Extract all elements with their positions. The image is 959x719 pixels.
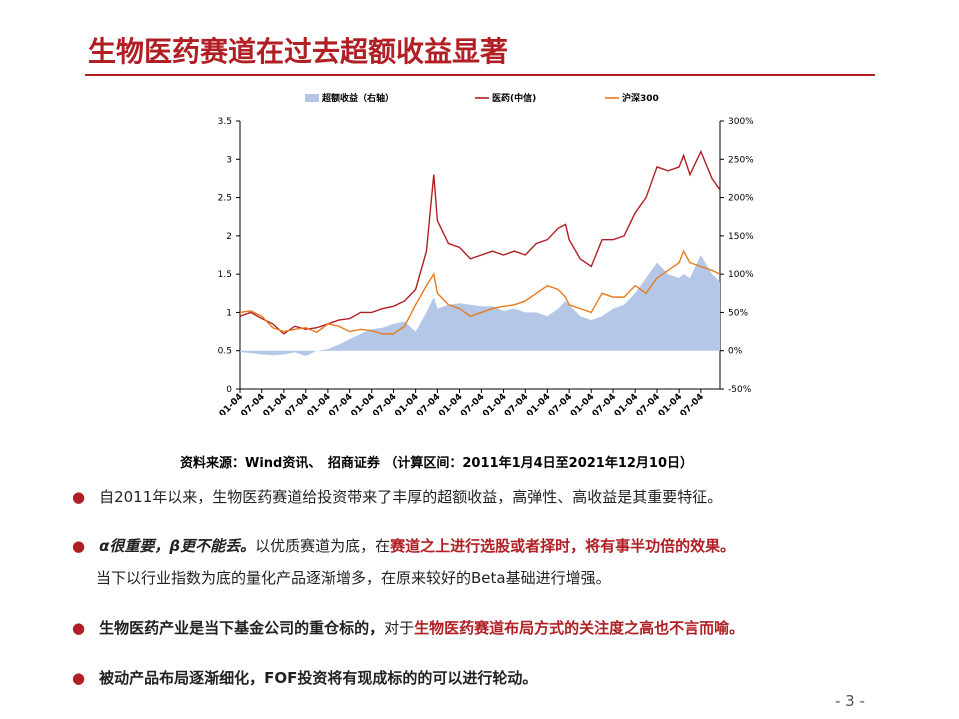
- y2-tick-label: 150%: [728, 232, 754, 242]
- bullet: ● 生物医药产业是当下基金公司的重仓标的，对于生物医药赛道布局方式的关注度之高也不…: [72, 619, 745, 637]
- y-tick-label: 1.5: [218, 270, 232, 280]
- title-rule: [85, 74, 875, 76]
- bullet: ● 被动产品布局逐渐细化，FOF投资将有现成标的的可以进行轮动。: [72, 669, 538, 687]
- source-note: 资料来源：Wind资讯、 招商证券 （计算区间：2011年1月4日至2021年1…: [180, 456, 694, 471]
- x-tick-label: 2011-01-04: [197, 392, 245, 415]
- y2-tick-label: 50%: [728, 308, 748, 318]
- y2-tick-label: 200%: [728, 194, 754, 204]
- bullet: ● α很重要，β更不能丢。以优质赛道为底，在赛道之上进行选股或者择时，将有事半功倍…: [72, 537, 736, 587]
- series-line: [239, 249, 721, 335]
- y2-tick-label: 300%: [728, 117, 754, 127]
- y-tick-label: 3: [226, 155, 232, 165]
- excess-area: [240, 255, 720, 357]
- y2-tick-label: 100%: [728, 270, 754, 280]
- y2-tick-label: -50%: [728, 385, 752, 395]
- legend-label: 沪深300: [622, 92, 659, 104]
- chart: 0 0.5 1 1.5 2 2.5 3 3.5 -50% 0% 50% 100% 150% 200% 250…: [197, 92, 754, 415]
- slide-title: 生物医药赛道在过去超额收益显著: [88, 35, 509, 68]
- y2-tick-label: 250%: [728, 155, 754, 165]
- y-tick-label: 2.5: [218, 194, 232, 204]
- bullet-text: 对于: [384, 619, 415, 637]
- bullet-text: 生物医药赛道布局方式的关注度之高也不言而喻。: [414, 619, 745, 637]
- legend-label: 医药(中信): [492, 92, 536, 104]
- y-tick-label: 0: [226, 385, 232, 395]
- bullet-text: 生物医药产业是当下基金公司的重仓标的，: [99, 619, 385, 637]
- legend-label: 超额收益（右轴）: [321, 92, 394, 104]
- bullet-text: 自2011年以来，生物医药赛道给投资带来了丰厚的超额收益，高弹性、高收益是其重要…: [99, 488, 723, 506]
- bullet-text: 赛道之上进行选股或者择时，将有事半功倍的效果。: [390, 537, 736, 555]
- y-tick-label: 2: [226, 232, 232, 242]
- bullet-text: 以优质赛道为底，在: [255, 537, 391, 555]
- bullet-text: 当下以行业指数为底的量化产品逐渐增多，在原来较好的Beta基础进行增强。: [96, 569, 611, 587]
- bullet: ● 自2011年以来，生物医药赛道给投资带来了丰厚的超额收益，高弹性、高收益是其重…: [72, 488, 723, 506]
- y2-tick-label: 0%: [728, 347, 743, 357]
- bullet-text: 被动产品布局逐渐细化，FOF投资将有现成标的的可以进行轮动。: [99, 669, 538, 687]
- legend-swatch: [305, 94, 319, 102]
- y-tick-label: 3.5: [218, 117, 232, 127]
- bullet-text: α很重要，β更不能丢。: [99, 537, 256, 555]
- y-tick-label: 1: [226, 308, 232, 318]
- page-number: - 3 -: [835, 692, 865, 710]
- y-tick-label: 0.5: [218, 347, 232, 357]
